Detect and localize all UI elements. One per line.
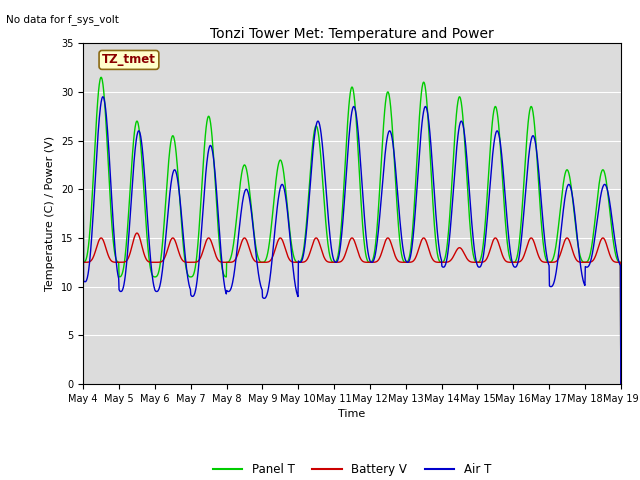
Battery V xyxy=(506,259,514,265)
Y-axis label: Temperature (C) / Power (V): Temperature (C) / Power (V) xyxy=(45,136,56,291)
Battery V xyxy=(259,259,267,265)
Panel T xyxy=(436,258,444,264)
Text: TZ_tmet: TZ_tmet xyxy=(102,53,156,66)
Panel T xyxy=(617,381,625,387)
Battery V xyxy=(554,257,561,263)
Battery V xyxy=(79,259,87,265)
Battery V xyxy=(133,230,141,236)
Panel T xyxy=(259,259,267,265)
Panel T xyxy=(186,274,194,280)
Air T xyxy=(199,204,207,210)
Battery V xyxy=(436,259,444,265)
Battery V xyxy=(617,381,625,387)
Legend: Panel T, Battery V, Air T: Panel T, Battery V, Air T xyxy=(208,458,496,480)
Air T xyxy=(506,245,514,251)
Air T xyxy=(554,262,561,267)
Line: Panel T: Panel T xyxy=(83,77,621,384)
Panel T xyxy=(506,255,514,261)
Line: Air T: Air T xyxy=(83,97,621,384)
X-axis label: Time: Time xyxy=(339,409,365,419)
Text: No data for f_sys_volt: No data for f_sys_volt xyxy=(6,14,119,25)
Panel T xyxy=(554,233,561,239)
Panel T xyxy=(199,163,207,168)
Battery V xyxy=(199,248,207,253)
Panel T xyxy=(97,74,105,80)
Battery V xyxy=(186,259,194,265)
Line: Battery V: Battery V xyxy=(83,233,621,384)
Air T xyxy=(436,249,444,254)
Air T xyxy=(99,94,107,100)
Air T xyxy=(617,381,625,387)
Panel T xyxy=(79,167,87,173)
Air T xyxy=(79,177,87,182)
Title: Tonzi Tower Met: Temperature and Power: Tonzi Tower Met: Temperature and Power xyxy=(210,27,494,41)
Air T xyxy=(186,286,194,291)
Air T xyxy=(259,295,267,301)
